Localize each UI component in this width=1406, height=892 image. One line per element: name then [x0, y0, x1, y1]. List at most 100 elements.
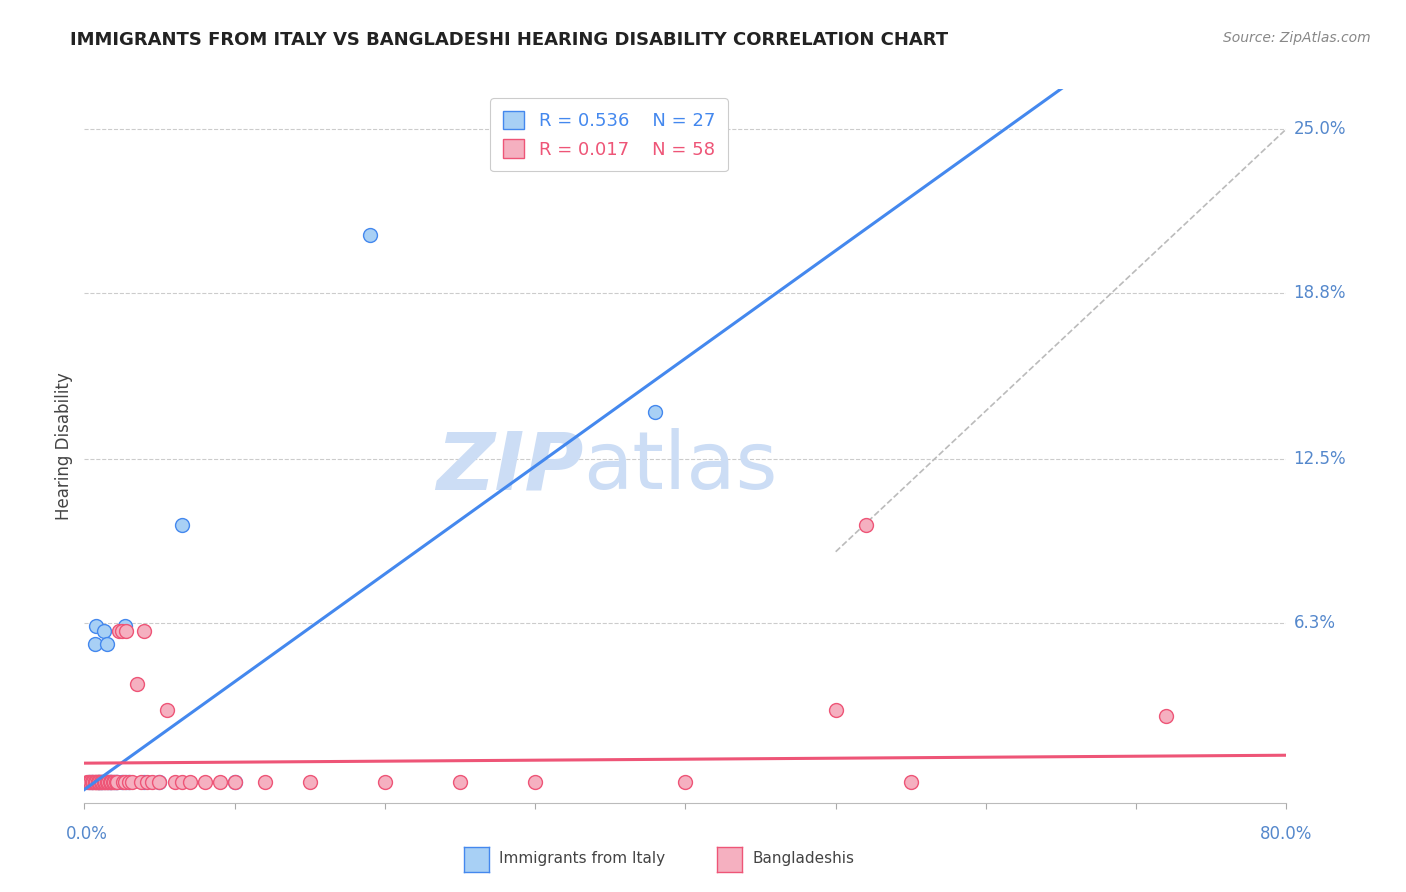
Point [141, 774, 163, 789]
Point [96, 637, 118, 651]
Point [98, 774, 121, 789]
Text: 6.3%: 6.3% [1294, 614, 1336, 632]
Point [86, 774, 108, 789]
Legend: R = 0.536    N = 27, R = 0.017    N = 58: R = 0.536 N = 27, R = 0.017 N = 58 [491, 98, 728, 171]
Point [111, 774, 134, 789]
Point [194, 774, 217, 789]
Text: IMMIGRANTS FROM ITALY VS BANGLADESHI HEARING DISABILITY CORRELATION CHART: IMMIGRANTS FROM ITALY VS BANGLADESHI HEA… [70, 31, 949, 49]
Point [224, 774, 246, 789]
Text: 0.0%: 0.0% [66, 825, 108, 843]
Y-axis label: Hearing Disability: Hearing Disability [55, 372, 73, 520]
Point [163, 774, 186, 789]
Point [114, 618, 136, 632]
Point [824, 703, 846, 717]
Point [359, 227, 381, 242]
Point [253, 774, 276, 789]
Point [134, 624, 156, 638]
Point [179, 774, 201, 789]
Point [136, 774, 159, 789]
Point [87, 774, 110, 789]
Point [93, 624, 115, 638]
Text: atlas: atlas [583, 428, 778, 507]
Point [101, 774, 124, 789]
Point [104, 774, 127, 789]
Point [80, 774, 103, 789]
Point [118, 774, 141, 789]
Point [83, 774, 105, 789]
Point [675, 774, 697, 789]
Point [107, 774, 129, 789]
Point [103, 774, 125, 789]
Point [77, 774, 100, 789]
Point [96, 774, 118, 789]
Point [131, 774, 153, 789]
Point [900, 774, 922, 789]
Point [111, 624, 134, 638]
Point [86, 618, 108, 632]
Point [115, 624, 138, 638]
Point [96, 774, 118, 789]
Point [298, 774, 321, 789]
Text: 80.0%: 80.0% [1260, 825, 1313, 843]
Point [86, 774, 108, 789]
Point [100, 774, 122, 789]
Point [79, 774, 101, 789]
Text: Source: ZipAtlas.com: Source: ZipAtlas.com [1223, 31, 1371, 45]
Text: Immigrants from Italy: Immigrants from Italy [499, 851, 665, 865]
Point [449, 774, 471, 789]
Point [125, 677, 148, 691]
Point [148, 774, 170, 789]
Point [87, 774, 110, 789]
Point [112, 774, 135, 789]
Point [855, 518, 877, 533]
Point [76, 774, 98, 789]
Point [82, 774, 104, 789]
Point [121, 774, 143, 789]
Point [115, 774, 138, 789]
Point [118, 774, 141, 789]
Point [87, 774, 110, 789]
Point [108, 624, 131, 638]
Point [170, 774, 193, 789]
Text: Bangladeshis: Bangladeshis [752, 851, 855, 865]
Point [114, 774, 136, 789]
Point [94, 774, 117, 789]
Point [91, 774, 114, 789]
Point [644, 404, 666, 418]
Text: ZIP: ZIP [436, 428, 583, 507]
Point [93, 774, 115, 789]
Point [148, 774, 170, 789]
Point [83, 774, 105, 789]
Point [524, 774, 547, 789]
Point [80, 774, 103, 789]
Point [170, 518, 193, 533]
Point [91, 774, 114, 789]
Point [89, 774, 111, 789]
Point [224, 774, 246, 789]
Point [107, 774, 129, 789]
Point [80, 774, 103, 789]
Text: 18.8%: 18.8% [1294, 284, 1346, 301]
Point [156, 703, 179, 717]
Point [97, 774, 120, 789]
Point [103, 774, 125, 789]
Point [100, 774, 122, 789]
Point [104, 774, 127, 789]
Point [374, 774, 396, 789]
Point [90, 774, 112, 789]
Point [208, 774, 231, 789]
Text: 12.5%: 12.5% [1294, 450, 1346, 468]
Point [100, 774, 122, 789]
Point [77, 774, 100, 789]
Point [89, 774, 111, 789]
Point [134, 774, 156, 789]
Point [90, 774, 112, 789]
Point [90, 774, 112, 789]
Point [1156, 708, 1178, 723]
Point [94, 774, 117, 789]
Point [97, 774, 120, 789]
Point [93, 774, 115, 789]
Point [98, 774, 121, 789]
Point [83, 637, 105, 651]
Text: 25.0%: 25.0% [1294, 120, 1346, 138]
